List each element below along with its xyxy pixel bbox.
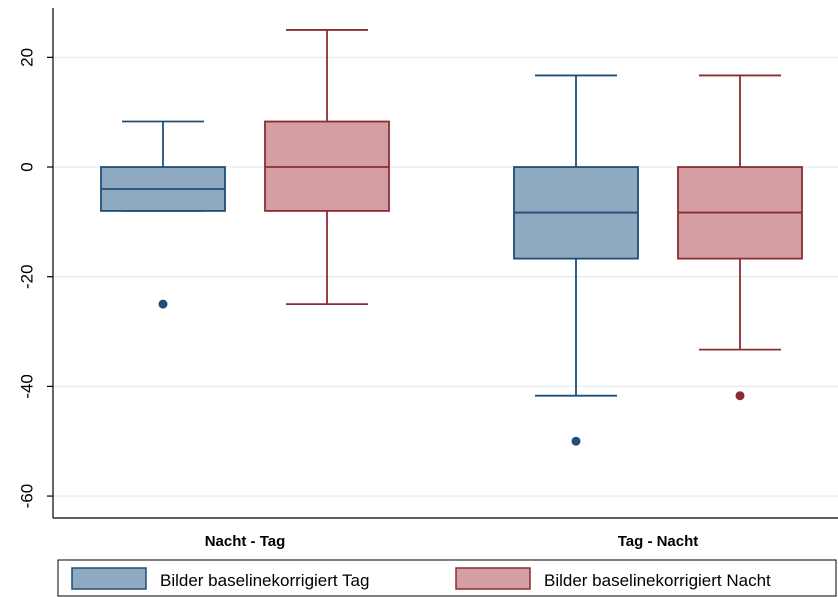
y-tick-label-0: -60 — [18, 484, 37, 509]
legend-label-nacht: Bilder baselinekorrigiert Nacht — [544, 571, 771, 590]
legend-frame — [57, 559, 837, 597]
grid-lines — [53, 56, 838, 497]
outlier-point-0 — [571, 436, 581, 446]
y-tick-label-1: -40 — [18, 374, 37, 399]
y-tick-label-3: 0 — [18, 162, 37, 171]
legend-label-tag: Bilder baselinekorrigiert Tag — [160, 571, 369, 590]
boxes-group — [100, 29, 803, 446]
box-tag-1 — [100, 120, 226, 309]
legend-swatch-tag — [71, 567, 147, 590]
box-nacht-2 — [677, 74, 803, 401]
x-axis-categories: Nacht - Tag Tag - Nacht — [205, 533, 699, 550]
outlier-point-0 — [158, 299, 168, 309]
y-tick-label-4: 20 — [18, 48, 37, 67]
y-axis-ticks: -60 -40 -20 0 20 — [18, 48, 53, 509]
category-label-2: Tag - Nacht — [618, 533, 699, 550]
legend: Bilder baselinekorrigiert Tag Bilder bas… — [57, 559, 837, 597]
y-tick-label-2: -20 — [18, 264, 37, 289]
box-nacht-1 — [264, 29, 390, 306]
box-tag-2 — [513, 74, 639, 446]
category-label-1: Nacht - Tag — [205, 533, 286, 550]
outlier-point-0 — [735, 391, 745, 401]
legend-swatch-nacht — [455, 567, 531, 590]
